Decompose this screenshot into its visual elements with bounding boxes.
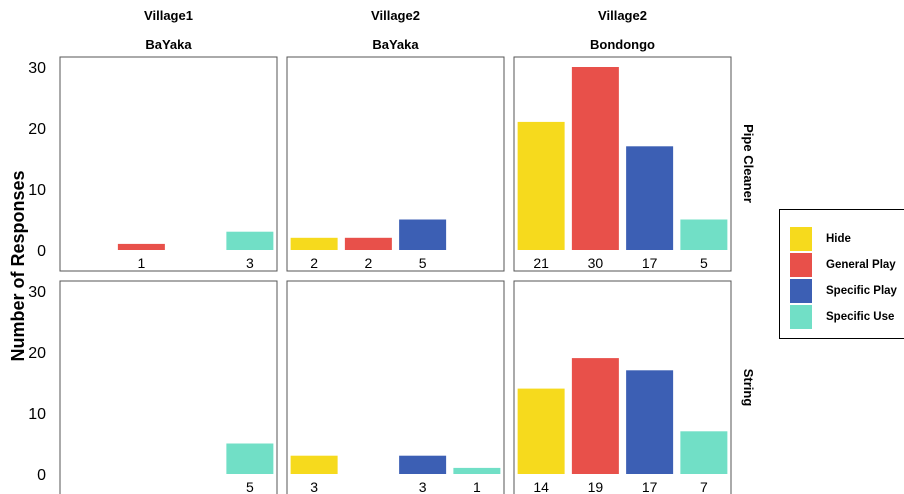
y-tick-label: 0 [37,243,46,260]
legend-item-specific-use: Specific Use [790,304,894,330]
legend-label-general-play: General Play [826,259,896,271]
bar-general-play [571,67,619,250]
bar-specific-play [399,455,447,474]
bar-specific-use [680,431,728,474]
facet-panel-frame [59,280,278,494]
bar-data-label: 3 [310,479,318,494]
bar-specific-play [626,146,674,250]
y-axis-title: Number of Responses [8,170,28,361]
bar-general-play [344,237,392,250]
bar-data-label: 3 [246,255,254,271]
legend-swatch-specific-play [790,279,812,303]
facet-panel-frame [286,280,505,494]
legend-item-hide: Hide [790,226,851,252]
facet-panel-frame [59,56,278,272]
row-strip-label: String [741,369,756,407]
column-header-village: Village1 [144,8,193,23]
bar-data-label: 30 [588,255,604,271]
bar-specific-use [226,443,274,474]
bar-general-play [571,358,619,474]
column-header-village: Village2 [598,8,647,23]
chart-legend: Hide General Play Specific Play Specific… [779,209,904,339]
bar-data-label: 5 [246,479,254,494]
facet-panel-frame [286,56,505,272]
bar-data-label: 1 [137,255,145,271]
row-strip-label: Pipe Cleaner [741,124,756,203]
legend-swatch-specific-use [790,305,812,329]
bar-data-label: 3 [419,479,427,494]
column-header-group: BaYaka [372,37,419,52]
y-tick-label: 0 [37,467,46,484]
y-tick-label: 20 [28,345,46,362]
bar-specific-play [626,370,674,474]
y-tick-label: 10 [28,182,46,199]
legend-label-specific-play: Specific Play [826,285,897,297]
bar-data-label: 17 [642,479,658,494]
bar-specific-play [399,219,447,250]
bar-general-play [117,243,165,250]
bar-specific-use [680,219,728,250]
y-tick-label: 20 [28,121,46,138]
bar-data-label: 19 [588,479,604,494]
bar-data-label: 21 [533,255,549,271]
column-header-group: BaYaka [145,37,192,52]
legend-item-specific-play: Specific Play [790,278,897,304]
bar-data-label: 17 [642,255,658,271]
bar-hide [517,121,565,251]
bar-data-label: 2 [364,255,372,271]
legend-item-general-play: General Play [790,252,896,278]
facet-panel-frame [513,56,732,272]
legend-label-specific-use: Specific Use [826,311,895,323]
bar-specific-use [453,467,501,474]
bar-data-label: 7 [700,479,708,494]
bar-hide [290,455,338,474]
column-header-group: Bondongo [590,37,655,52]
y-tick-label: 30 [28,284,46,301]
y-tick-label: 10 [28,406,46,423]
bar-hide [290,237,338,250]
bar-data-label: 1 [473,479,481,494]
y-tick-label: 30 [28,60,46,77]
bar-data-label: 5 [419,255,427,271]
legend-label-hide: Hide [826,233,851,245]
bar-data-label: 14 [533,479,549,494]
bar-data-label: 2 [310,255,318,271]
legend-swatch-general-play [790,253,812,277]
bar-hide [517,388,565,474]
facet-panel-frame [513,280,732,494]
bar-data-label: 5 [700,255,708,271]
legend-swatch-hide [790,227,812,251]
bar-specific-use [226,231,274,250]
column-header-village: Village2 [371,8,420,23]
